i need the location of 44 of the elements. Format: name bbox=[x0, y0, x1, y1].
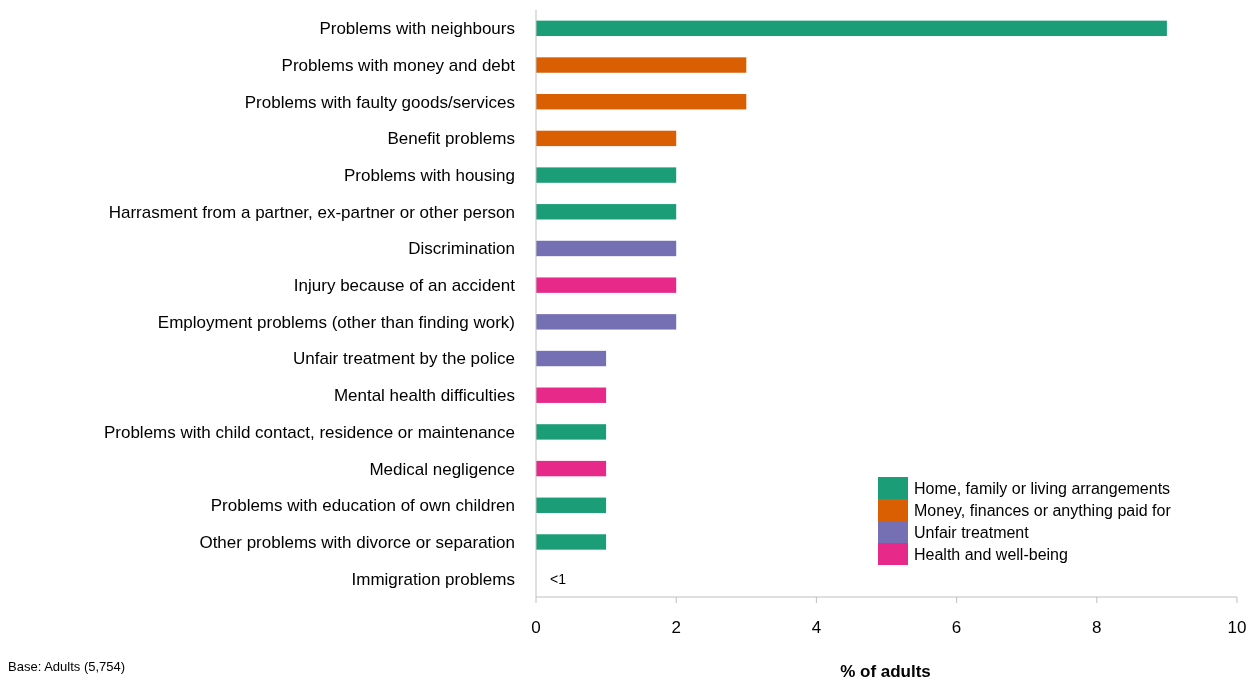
bar bbox=[536, 497, 607, 513]
y-tick-label: Unfair treatment by the police bbox=[292, 349, 515, 369]
y-tick-label: Mental health difficulties bbox=[333, 386, 515, 406]
bar bbox=[536, 350, 607, 367]
y-tick-label: Problems with housing bbox=[343, 166, 515, 186]
y-tick-label: Other problems with divorce or separation bbox=[199, 532, 515, 552]
y-tick-label: Problems with child contact, residence or maintenance bbox=[103, 422, 515, 442]
y-tick-label: Immigration problems bbox=[351, 569, 515, 589]
y-tick-label: Problems with education of own children bbox=[210, 496, 515, 516]
legend-label: Unfair treatment bbox=[914, 523, 1030, 541]
legend-label: Home, family or living arrangements bbox=[914, 479, 1171, 497]
x-tick-label: 8 bbox=[1092, 618, 1102, 637]
bar bbox=[536, 460, 607, 477]
y-tick-label: Harrasment from a partner, ex-partner or other person bbox=[108, 202, 515, 222]
y-tick-label: Problems with faulty goods/services bbox=[244, 92, 515, 112]
y-tick-label: Employment problems (other than finding work) bbox=[157, 312, 515, 332]
bar bbox=[536, 424, 607, 440]
bar bbox=[536, 204, 677, 220]
bar bbox=[536, 277, 677, 293]
text: <1 bbox=[550, 570, 566, 587]
bar bbox=[536, 57, 747, 73]
bar bbox=[536, 167, 677, 183]
y-tick-label: Benefit problems bbox=[387, 129, 515, 149]
x-tick-label: 4 bbox=[811, 618, 822, 637]
bar bbox=[536, 94, 747, 110]
bar bbox=[536, 387, 607, 403]
legend-label: Money, finances or anything paid for bbox=[914, 501, 1172, 519]
y-tick-label: Injury because of an accident bbox=[293, 276, 516, 296]
x-axis-title: % of adults bbox=[840, 662, 931, 681]
bar bbox=[536, 240, 677, 257]
bar bbox=[536, 20, 1167, 37]
x-tick-label: 0 bbox=[531, 618, 541, 637]
y-tick-label: Medical negligence bbox=[369, 459, 515, 479]
bar bbox=[536, 130, 677, 147]
y-tick-label: Discrimination bbox=[408, 239, 515, 259]
x-tick-label: 2 bbox=[671, 618, 681, 637]
x-tick-label: 10 bbox=[1227, 618, 1247, 637]
bar bbox=[536, 314, 677, 330]
bar bbox=[536, 534, 607, 550]
y-tick-label: Problems with money and debt bbox=[281, 55, 516, 75]
x-tick-label: 6 bbox=[951, 618, 962, 637]
y-tick-label: Problems with neighbours bbox=[319, 19, 515, 39]
text: Base: Adults (5,754) bbox=[8, 659, 126, 674]
legend-label: Health and well-being bbox=[914, 545, 1068, 563]
